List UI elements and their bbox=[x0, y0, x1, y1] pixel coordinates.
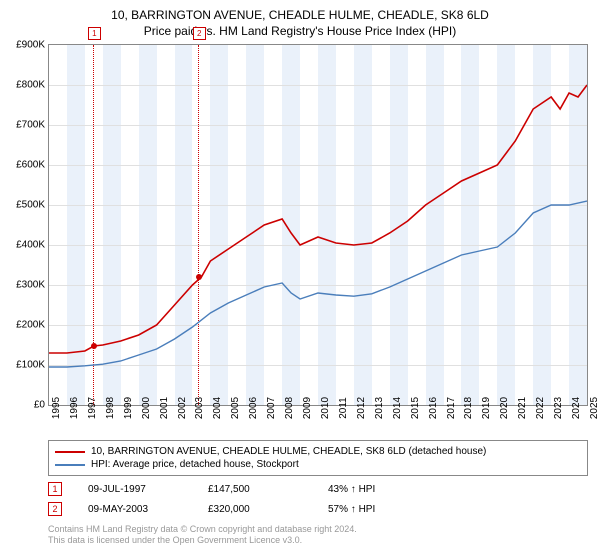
legend-row: 10, BARRINGTON AVENUE, CHEADLE HULME, CH… bbox=[55, 445, 581, 458]
legend-swatch bbox=[55, 451, 85, 453]
attribution: Contains HM Land Registry data © Crown c… bbox=[48, 524, 588, 546]
y-tick-label: £200K bbox=[16, 320, 49, 331]
y-tick-label: £400K bbox=[16, 240, 49, 251]
sale-dot bbox=[91, 343, 97, 349]
series-property bbox=[49, 85, 587, 353]
x-axis-labels: 1995199619971998199920002001200220032004… bbox=[48, 406, 588, 436]
attribution-line: This data is licensed under the Open Gov… bbox=[48, 535, 588, 546]
x-tick-label: 1997 bbox=[87, 397, 98, 419]
x-tick-label: 2017 bbox=[446, 397, 457, 419]
x-tick-label: 1999 bbox=[123, 397, 134, 419]
series-hpi bbox=[49, 201, 587, 367]
legend: 10, BARRINGTON AVENUE, CHEADLE HULME, CH… bbox=[48, 440, 588, 476]
x-tick-label: 1998 bbox=[105, 397, 116, 419]
attribution-line: Contains HM Land Registry data © Crown c… bbox=[48, 524, 588, 535]
x-tick-label: 2004 bbox=[212, 397, 223, 419]
transactions-table: 1 09-JUL-1997£147,50043% ↑ HPI 2 09-MAY-200… bbox=[0, 482, 600, 516]
chart-title-line1: 10, BARRINGTON AVENUE, CHEADLE HULME, CH… bbox=[0, 0, 600, 22]
x-tick-label: 2021 bbox=[517, 397, 528, 419]
transaction-diff: 43% ↑ HPI bbox=[328, 484, 448, 495]
x-tick-label: 1995 bbox=[51, 397, 62, 419]
x-tick-label: 2018 bbox=[463, 397, 474, 419]
legend-label: 10, BARRINGTON AVENUE, CHEADLE HULME, CH… bbox=[91, 446, 486, 457]
x-tick-label: 1996 bbox=[69, 397, 80, 419]
y-tick-label: £800K bbox=[16, 80, 49, 91]
y-tick-label: £600K bbox=[16, 160, 49, 171]
x-tick-label: 2008 bbox=[284, 397, 295, 419]
transaction-badge: 2 bbox=[48, 502, 62, 516]
x-tick-label: 2015 bbox=[410, 397, 421, 419]
transaction-row: 1 09-JUL-1997£147,50043% ↑ HPI bbox=[48, 482, 588, 496]
x-tick-label: 2005 bbox=[230, 397, 241, 419]
x-tick-label: 2013 bbox=[374, 397, 385, 419]
x-tick-label: 2011 bbox=[338, 397, 349, 419]
transaction-price: £320,000 bbox=[208, 504, 328, 515]
legend-swatch bbox=[55, 464, 85, 466]
x-tick-label: 2006 bbox=[248, 397, 259, 419]
chart-lines bbox=[49, 45, 587, 405]
transaction-date: 09-JUL-1997 bbox=[88, 484, 208, 495]
transaction-badge: 1 bbox=[48, 482, 62, 496]
x-tick-label: 2025 bbox=[589, 397, 600, 419]
y-tick-label: £100K bbox=[16, 360, 49, 371]
x-tick-label: 2024 bbox=[571, 397, 582, 419]
x-tick-label: 2009 bbox=[302, 397, 313, 419]
y-tick-label: £300K bbox=[16, 280, 49, 291]
y-tick-label: £0 bbox=[34, 400, 49, 411]
x-tick-label: 2002 bbox=[177, 397, 188, 419]
x-tick-label: 2001 bbox=[159, 397, 170, 419]
x-tick-label: 2007 bbox=[266, 397, 277, 419]
x-tick-label: 2012 bbox=[356, 397, 367, 419]
sale-marker-badge: 2 bbox=[193, 27, 206, 40]
y-tick-label: £500K bbox=[16, 200, 49, 211]
transaction-date: 09-MAY-2003 bbox=[88, 504, 208, 515]
transaction-diff: 57% ↑ HPI bbox=[328, 504, 448, 515]
x-tick-label: 2000 bbox=[141, 397, 152, 419]
x-tick-label: 2010 bbox=[320, 397, 331, 419]
x-tick-label: 2019 bbox=[481, 397, 492, 419]
x-tick-label: 2016 bbox=[428, 397, 439, 419]
y-tick-label: £900K bbox=[16, 40, 49, 51]
chart-plot-area: £0£100K£200K£300K£400K£500K£600K£700K£80… bbox=[48, 44, 588, 406]
x-tick-label: 2020 bbox=[499, 397, 510, 419]
sale-dot bbox=[196, 274, 202, 280]
transaction-row: 2 09-MAY-2003£320,00057% ↑ HPI bbox=[48, 502, 588, 516]
x-tick-label: 2023 bbox=[553, 397, 564, 419]
legend-row: HPI: Average price, detached house, Stoc… bbox=[55, 458, 581, 471]
x-tick-label: 2022 bbox=[535, 397, 546, 419]
transaction-price: £147,500 bbox=[208, 484, 328, 495]
legend-label: HPI: Average price, detached house, Stoc… bbox=[91, 459, 299, 470]
x-tick-label: 2014 bbox=[392, 397, 403, 419]
x-tick-label: 2003 bbox=[194, 397, 205, 419]
y-tick-label: £700K bbox=[16, 120, 49, 131]
sale-marker-badge: 1 bbox=[88, 27, 101, 40]
